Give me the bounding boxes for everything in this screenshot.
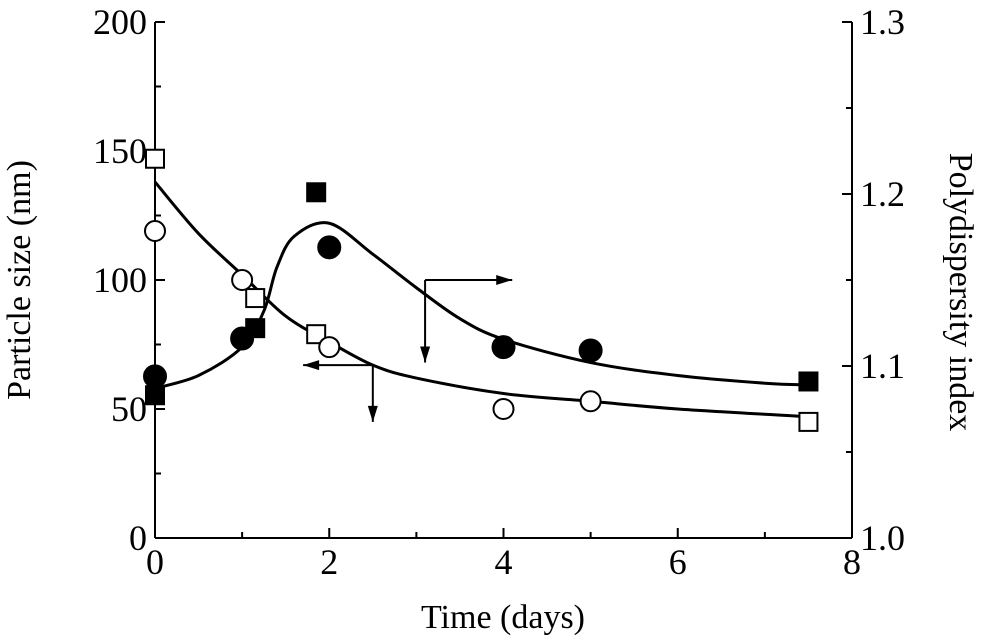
filled-circle-point (578, 338, 603, 363)
arrowhead-left (303, 360, 320, 371)
plot-area: 0 2 4 6 8 0 50 100 150 200 1.0 1.1 1.2 1.3 (93, 2, 905, 582)
open-square-point (145, 148, 165, 169)
open-circle-point (231, 269, 254, 291)
y-axis-title: Particle size (nm) (1, 160, 38, 400)
y-tick-label: 200 (93, 2, 147, 42)
arrowhead-down (367, 405, 378, 422)
y2-tick-label: 1.0 (860, 518, 905, 558)
y-tick-label: 0 (129, 518, 147, 558)
x-tick-label: 6 (669, 542, 687, 582)
y2-tick-label: 1.1 (860, 346, 905, 386)
filled-circle-point (317, 235, 342, 260)
filled-circle-point (230, 326, 255, 351)
x-tick-label: 0 (146, 542, 164, 582)
y2-axis-title: Polydispersity index (942, 153, 979, 432)
y2-tick-label: 1.2 (860, 174, 905, 214)
y-tick-label: 100 (93, 260, 147, 300)
x-tick-label: 2 (320, 542, 338, 582)
filled-circle-point (143, 364, 167, 389)
arrowhead-down (420, 346, 431, 363)
open-circle-point (318, 336, 341, 359)
filled-square-point (306, 182, 327, 203)
y2-tick-label: 1.3 (860, 2, 905, 42)
filled-square-point (798, 371, 819, 392)
open-circle-point (492, 398, 515, 420)
filled-circle-point (491, 335, 516, 360)
x-tick-label: 4 (495, 542, 513, 582)
open-square-point (245, 288, 266, 309)
open-square-point (306, 324, 327, 345)
x-axis-title: Time (days) (421, 599, 585, 636)
open-circle-point (144, 219, 166, 242)
arrowhead-right (496, 275, 513, 285)
particle-size-fit-line (153, 180, 809, 419)
filled-square-point (145, 385, 165, 406)
open-square-point (798, 411, 819, 432)
x-tick-label: 8 (843, 542, 861, 582)
open-circle-point (579, 390, 602, 413)
y-tick-label: 150 (93, 131, 147, 171)
y-tick-label: 50 (111, 389, 147, 429)
